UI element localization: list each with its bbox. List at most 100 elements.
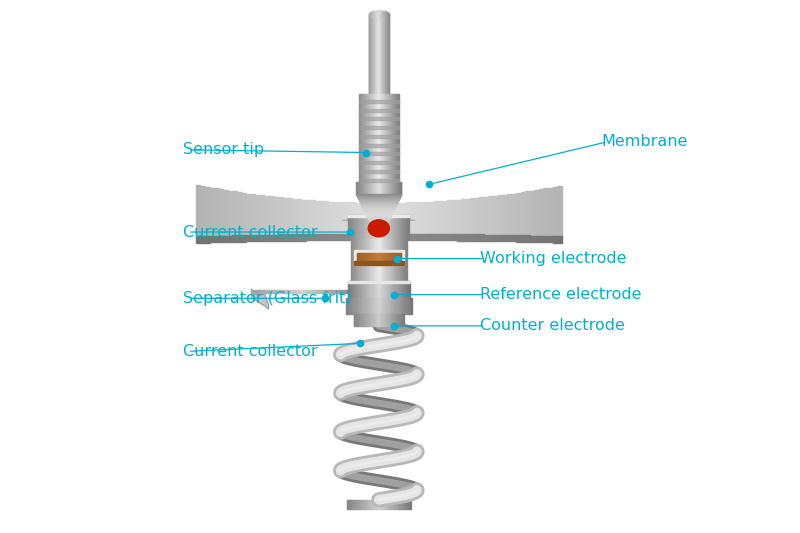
Bar [365,500,366,510]
Bar [404,239,405,281]
Bar [359,298,360,314]
Bar [401,281,402,298]
Bar [346,203,351,235]
Bar [263,289,265,293]
Bar [391,314,392,326]
Bar [368,239,369,281]
Bar [452,234,457,240]
Text: Counter electrode: Counter electrode [479,318,625,333]
Bar [386,298,388,314]
Bar [375,298,377,314]
Bar [391,298,392,314]
Bar [425,202,429,235]
Bar [359,215,361,239]
Bar [406,203,411,235]
Bar [358,314,359,326]
Bar [313,289,314,293]
Bar [398,298,400,314]
Bar [378,298,380,314]
Bar [484,235,489,241]
Bar [398,500,399,510]
Bar [348,298,349,314]
Bar [447,200,452,235]
Text: Current collector: Current collector [182,344,318,359]
Bar [387,314,388,326]
Bar [344,289,346,293]
Bar [374,314,375,326]
Bar [370,221,388,222]
Bar [282,198,287,236]
Bar [548,236,553,243]
Bar [286,289,288,293]
Bar [361,233,365,240]
Bar [401,239,402,281]
Bar [363,208,394,209]
Bar [394,215,395,239]
Bar [269,235,274,241]
Bar [366,212,392,213]
Bar [352,239,353,281]
Bar [393,298,394,314]
Bar [359,143,398,147]
Bar [502,235,507,241]
Bar [361,215,362,239]
Bar [370,223,387,224]
Bar [351,239,352,281]
Bar [250,194,255,236]
Bar [380,500,381,510]
Bar [266,289,268,293]
Bar [447,234,452,240]
Bar [371,224,386,225]
Bar [274,197,278,236]
Bar [255,289,257,293]
Bar [292,199,297,236]
Bar [305,289,306,293]
Bar [370,500,371,510]
Bar [394,281,395,298]
Bar [360,500,361,510]
Polygon shape [251,289,269,309]
Bar [358,215,359,239]
Bar [525,191,530,237]
Bar [353,281,354,298]
Bar [349,281,350,298]
Bar [393,500,394,510]
Bar [301,200,306,235]
Bar [359,126,398,129]
Bar [392,215,393,239]
Bar [331,289,333,293]
Bar [251,289,253,293]
Bar [363,281,364,298]
Bar [374,239,375,281]
Bar [397,239,398,281]
Bar [543,189,548,237]
Bar [466,199,470,236]
Bar [415,202,420,235]
Bar [196,237,201,243]
Bar [493,235,498,241]
Bar [403,314,404,326]
Bar [308,289,310,293]
Bar [557,186,562,237]
Bar [306,289,308,293]
Bar [390,500,391,510]
Bar [287,235,292,241]
Bar [389,239,390,281]
Bar [342,234,346,240]
Bar [358,197,400,198]
Bar [391,239,392,281]
Bar [369,239,370,281]
Bar [479,198,484,236]
Bar [333,234,338,240]
Bar [380,298,381,314]
Bar [374,233,378,240]
Bar [370,203,374,235]
Bar [406,215,407,239]
Bar [298,289,299,293]
Bar [354,314,355,326]
Bar [404,500,406,510]
Bar [387,239,388,281]
Bar [352,281,353,298]
Bar [489,235,493,241]
Bar [350,298,351,314]
